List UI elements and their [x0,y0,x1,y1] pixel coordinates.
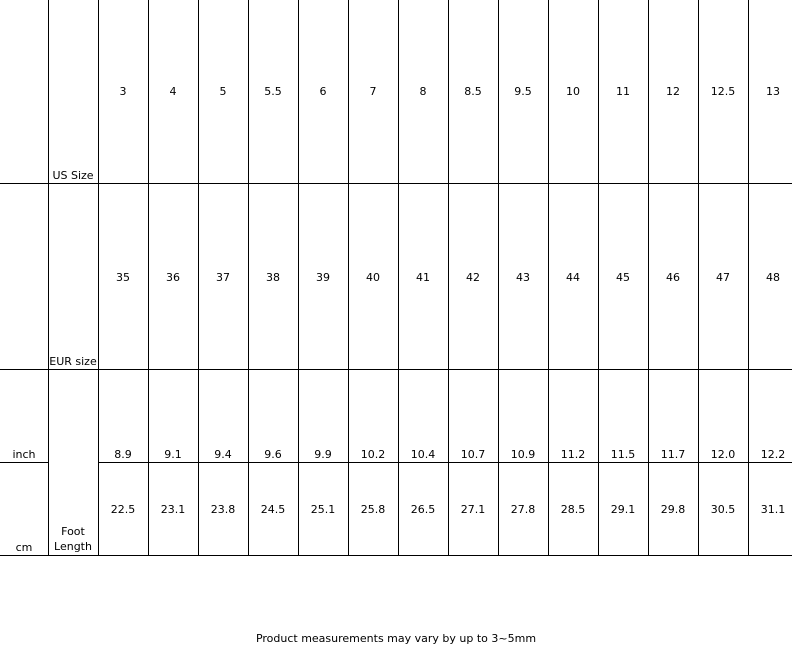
eur-size-cell: 37 [216,271,230,284]
grid-line [0,462,48,463]
inch-cell: 9.9 [314,448,332,461]
measurement-note: Product measurements may vary by up to 3… [255,632,537,645]
us-size-cell: 12.5 [710,85,736,98]
cm-cell: 27.8 [510,503,536,516]
eur-size-cell: 36 [166,271,180,284]
eur-size-cell: 41 [416,271,430,284]
grid-line [748,0,749,556]
cm-cell: 30.5 [710,503,736,516]
eur-size-cell: 47 [716,271,730,284]
cm-cell: 29.8 [660,503,686,516]
grid-line [0,183,792,184]
inch-cell: 9.4 [214,448,232,461]
cm-cell: 23.8 [210,503,236,516]
grid-line [48,0,49,556]
eur-size-cell: 40 [366,271,380,284]
us-size-cell: 11 [616,85,630,98]
eur-size-cell: 48 [766,271,780,284]
us-size-cell: 7 [369,85,377,98]
grid-line [698,0,699,556]
inch-cell: 9.1 [164,448,182,461]
grid-line [598,0,599,556]
grid-line [148,0,149,556]
cm-cell: 22.5 [110,503,136,516]
inch-cell: 10.2 [360,448,386,461]
grid-line [248,0,249,556]
inch-cell: 8.9 [114,448,132,461]
inch-cell: 10.7 [460,448,486,461]
us-size-cell: 3 [119,85,127,98]
inch-cell: 11.7 [660,448,686,461]
eur-size-cell: 42 [466,271,480,284]
eur-size-cell: 44 [566,271,580,284]
us-size-cell: 8 [419,85,427,98]
cm-cell: 25.8 [360,503,386,516]
inch-cell: 10.9 [510,448,536,461]
cm-cell: 31.1 [760,503,786,516]
inch-cell: 11.2 [560,448,586,461]
inch-cell: 12.0 [710,448,736,461]
grid-line [348,0,349,556]
us-size-cell: 5 [219,85,227,98]
inch-cell: 12.2 [760,448,786,461]
label-eur-size: EUR size [49,355,97,368]
eur-size-cell: 39 [316,271,330,284]
inch-cell: 9.6 [264,448,282,461]
cm-cell: 24.5 [260,503,286,516]
us-size-cell: 13 [766,85,780,98]
grid-line [198,0,199,556]
us-size-cell: 8.5 [464,85,482,98]
us-size-cell: 6 [319,85,327,98]
eur-size-cell: 35 [116,271,130,284]
cm-cell: 26.5 [410,503,436,516]
us-size-cell: 5.5 [264,85,282,98]
inch-cell: 10.4 [410,448,436,461]
cm-cell: 25.1 [310,503,336,516]
grid-line [298,0,299,556]
grid-line [448,0,449,556]
cm-cell: 23.1 [160,503,186,516]
eur-size-cell: 38 [266,271,280,284]
grid-line [0,555,792,556]
us-size-cell: 9.5 [514,85,532,98]
grid-line [548,0,549,556]
us-size-cell: 10 [566,85,580,98]
inch-cell: 11.5 [610,448,636,461]
grid-line [398,0,399,556]
cm-cell: 27.1 [460,503,486,516]
eur-size-cell: 45 [616,271,630,284]
grid-line [648,0,649,556]
grid-line [98,0,99,556]
us-size-cell: 4 [169,85,177,98]
label-foot-length: Foot Length [54,525,92,553]
grid-line [98,462,792,463]
eur-size-cell: 43 [516,271,530,284]
label-us-size: US Size [52,169,94,182]
eur-size-cell: 46 [666,271,680,284]
cm-cell: 29.1 [610,503,636,516]
grid-line [0,369,792,370]
label-cm: cm [15,541,33,554]
cm-cell: 28.5 [560,503,586,516]
grid-line [498,0,499,556]
us-size-cell: 12 [666,85,680,98]
label-inch: inch [12,448,36,461]
